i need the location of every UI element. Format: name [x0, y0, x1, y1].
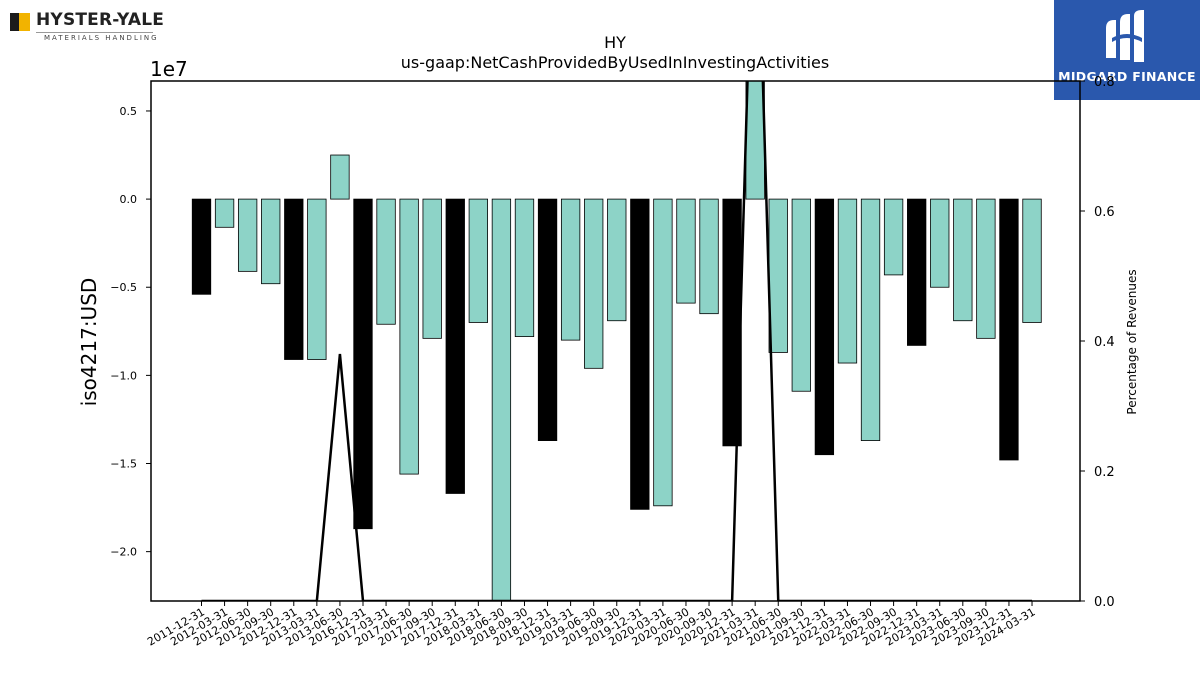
- bar: [445, 198, 465, 494]
- y-tick-label: 0.5: [120, 105, 138, 118]
- bar: [676, 198, 696, 304]
- y2-tick-label: 0.0: [1094, 595, 1115, 610]
- bar: [699, 198, 719, 315]
- bar: [976, 198, 996, 339]
- bar: [560, 198, 581, 341]
- bar: [837, 198, 858, 364]
- logo-tagline: MATERIALS HANDLING: [44, 34, 159, 42]
- bar: [653, 198, 673, 507]
- bar: [814, 198, 835, 456]
- midgard-emblem-icon: [1106, 10, 1144, 62]
- bar: [422, 198, 442, 339]
- bar: [307, 198, 327, 360]
- bar: [237, 198, 258, 272]
- chart-title: HY: [604, 33, 626, 52]
- y-tick-label: 0.0: [120, 193, 138, 206]
- percentage-of-revenues-line: [201, 81, 1033, 601]
- bar: [883, 198, 904, 276]
- bar: [376, 198, 396, 325]
- y2-tick-label: 0.2: [1094, 465, 1115, 480]
- bar: [1022, 198, 1042, 323]
- bar: [514, 198, 535, 337]
- y2-tick-label: 0.4: [1094, 335, 1115, 350]
- bar: [214, 198, 235, 228]
- hy-logo-accent-icon: [19, 13, 30, 31]
- bar: [399, 198, 419, 475]
- line-group: [201, 81, 1033, 601]
- y2-tick-label: 0.8: [1094, 75, 1115, 90]
- bar: [468, 198, 488, 323]
- bar: [791, 198, 811, 392]
- bar: [907, 198, 927, 346]
- bar: [284, 198, 304, 360]
- y-axis-label: iso4217:USD: [77, 278, 101, 407]
- bars-group: [191, 81, 1042, 601]
- bar: [261, 198, 281, 285]
- y-tick-label: −0.5: [110, 281, 137, 294]
- y2-axis-label: Percentage of Revenues: [1125, 269, 1139, 414]
- plot-area: 0.50.0−0.5−1.0−1.5−2.00.80.60.40.20.0201…: [110, 75, 1115, 649]
- logo-company-name: HYSTER-YALE: [36, 10, 165, 30]
- y-axis-offset-label: 1e7: [150, 57, 188, 81]
- chart-subtitle: us-gaap:NetCashProvidedByUsedInInvesting…: [401, 53, 829, 72]
- bar: [537, 198, 558, 441]
- bar: [630, 198, 650, 510]
- bar: [999, 198, 1019, 461]
- bar: [584, 198, 604, 369]
- hyster-yale-logo: HYSTER-YALE MATERIALS HANDLING: [8, 8, 164, 46]
- bar: [930, 198, 950, 288]
- bar: [953, 198, 973, 322]
- bar: [191, 198, 212, 295]
- bar: [768, 198, 788, 353]
- bar: [353, 198, 373, 530]
- logo-company-name: MIDGARD FINANCE: [1058, 69, 1196, 84]
- bar: [330, 154, 350, 200]
- y-tick-label: −1.5: [110, 458, 137, 471]
- bar: [860, 198, 881, 441]
- bar: [491, 198, 512, 601]
- y-tick-label: −1.0: [110, 369, 137, 382]
- logo-divider: [36, 32, 153, 33]
- bar: [607, 198, 627, 322]
- y-tick-label: −2.0: [110, 546, 137, 559]
- midgard-finance-logo: MIDGARD FINANCE: [1054, 0, 1200, 100]
- y2-tick-label: 0.6: [1094, 205, 1115, 220]
